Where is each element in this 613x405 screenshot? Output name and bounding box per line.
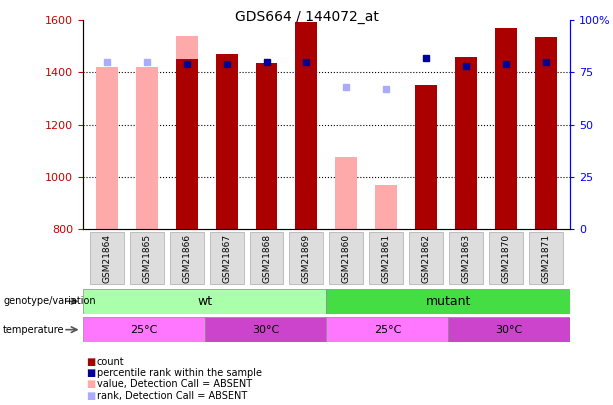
Text: 25°C: 25°C: [374, 325, 401, 335]
Text: GDS664 / 144072_at: GDS664 / 144072_at: [235, 10, 378, 24]
Text: wt: wt: [197, 295, 212, 308]
Text: GSM21868: GSM21868: [262, 234, 271, 283]
Bar: [535, 37, 557, 229]
Text: mutant: mutant: [425, 295, 471, 308]
Text: GSM21869: GSM21869: [302, 234, 311, 283]
FancyBboxPatch shape: [289, 232, 324, 284]
Bar: [415, 85, 437, 229]
FancyBboxPatch shape: [449, 232, 483, 284]
Text: value, Detection Call = ABSENT: value, Detection Call = ABSENT: [97, 379, 252, 389]
Bar: [83, 317, 205, 342]
Bar: [327, 317, 448, 342]
Text: GSM21871: GSM21871: [542, 234, 550, 283]
Bar: [327, 289, 570, 314]
Bar: [455, 57, 477, 229]
Text: ■: ■: [86, 379, 95, 389]
Bar: [216, 54, 238, 229]
Bar: [176, 36, 197, 229]
FancyBboxPatch shape: [249, 232, 283, 284]
Bar: [176, 60, 197, 229]
Text: ■: ■: [86, 357, 95, 367]
FancyBboxPatch shape: [130, 232, 164, 284]
Text: 30°C: 30°C: [495, 325, 523, 335]
Bar: [448, 317, 570, 342]
Bar: [295, 21, 318, 229]
FancyBboxPatch shape: [210, 232, 243, 284]
Text: rank, Detection Call = ABSENT: rank, Detection Call = ABSENT: [97, 391, 247, 401]
Text: GSM21864: GSM21864: [102, 234, 111, 283]
Text: ■: ■: [86, 368, 95, 378]
FancyBboxPatch shape: [409, 232, 443, 284]
FancyBboxPatch shape: [170, 232, 204, 284]
Text: GSM21863: GSM21863: [462, 234, 471, 283]
Bar: [495, 28, 517, 229]
Bar: [96, 67, 118, 229]
Text: 25°C: 25°C: [130, 325, 158, 335]
FancyBboxPatch shape: [89, 232, 124, 284]
Bar: [83, 289, 327, 314]
Bar: [335, 157, 357, 229]
FancyBboxPatch shape: [529, 232, 563, 284]
Text: ■: ■: [86, 391, 95, 401]
Text: GSM21862: GSM21862: [422, 234, 431, 283]
Text: percentile rank within the sample: percentile rank within the sample: [97, 368, 262, 378]
Bar: [256, 63, 278, 229]
FancyBboxPatch shape: [489, 232, 523, 284]
Text: GSM21866: GSM21866: [182, 234, 191, 283]
Text: genotype/variation: genotype/variation: [3, 296, 96, 306]
Bar: [135, 67, 158, 229]
Text: GSM21860: GSM21860: [342, 234, 351, 283]
Bar: [375, 185, 397, 229]
FancyBboxPatch shape: [329, 232, 364, 284]
Text: GSM21861: GSM21861: [382, 234, 391, 283]
Text: count: count: [97, 357, 124, 367]
Text: 30°C: 30°C: [252, 325, 279, 335]
Text: GSM21865: GSM21865: [142, 234, 151, 283]
Text: GSM21867: GSM21867: [222, 234, 231, 283]
Text: temperature: temperature: [3, 325, 64, 335]
FancyBboxPatch shape: [370, 232, 403, 284]
Text: GSM21870: GSM21870: [501, 234, 511, 283]
Bar: [205, 317, 327, 342]
